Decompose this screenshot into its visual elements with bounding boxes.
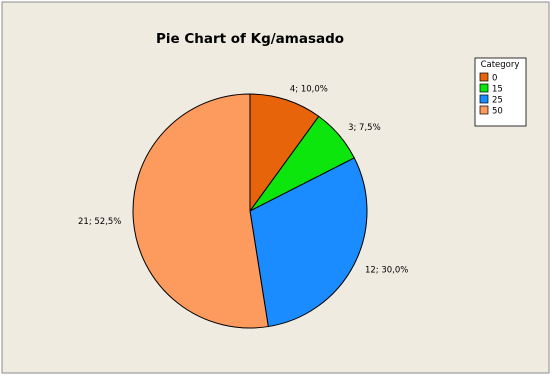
- legend-swatch-15: [479, 83, 489, 93]
- pie-slices: [132, 93, 368, 329]
- pie-slice-labels: 4; 10,0% 3; 7,5% 12; 30,0% 21; 52,5%: [78, 84, 408, 275]
- slice-label-25: 12; 30,0%: [365, 266, 408, 276]
- slice-label-15: 3; 7,5%: [348, 123, 381, 133]
- slice-label-50: 21; 52,5%: [78, 217, 121, 227]
- pie-slice-25: [249, 157, 368, 328]
- legend-title: Category: [481, 60, 520, 70]
- legend-label-25: 25: [492, 96, 503, 106]
- legend-swatch-0: [479, 72, 489, 82]
- legend-swatch-50: [479, 105, 489, 115]
- legend-swatch-25: [479, 94, 489, 104]
- chart-title: Pie Chart of Kg/amasado: [156, 31, 344, 47]
- pie-slice-50: [132, 93, 269, 329]
- pie-slice-0: [249, 93, 320, 213]
- legend-label-0: 0: [492, 74, 497, 84]
- legend-label-15: 15: [492, 85, 503, 95]
- slice-label-0: 4; 10,0%: [290, 84, 328, 94]
- legend-label-50: 50: [492, 107, 503, 117]
